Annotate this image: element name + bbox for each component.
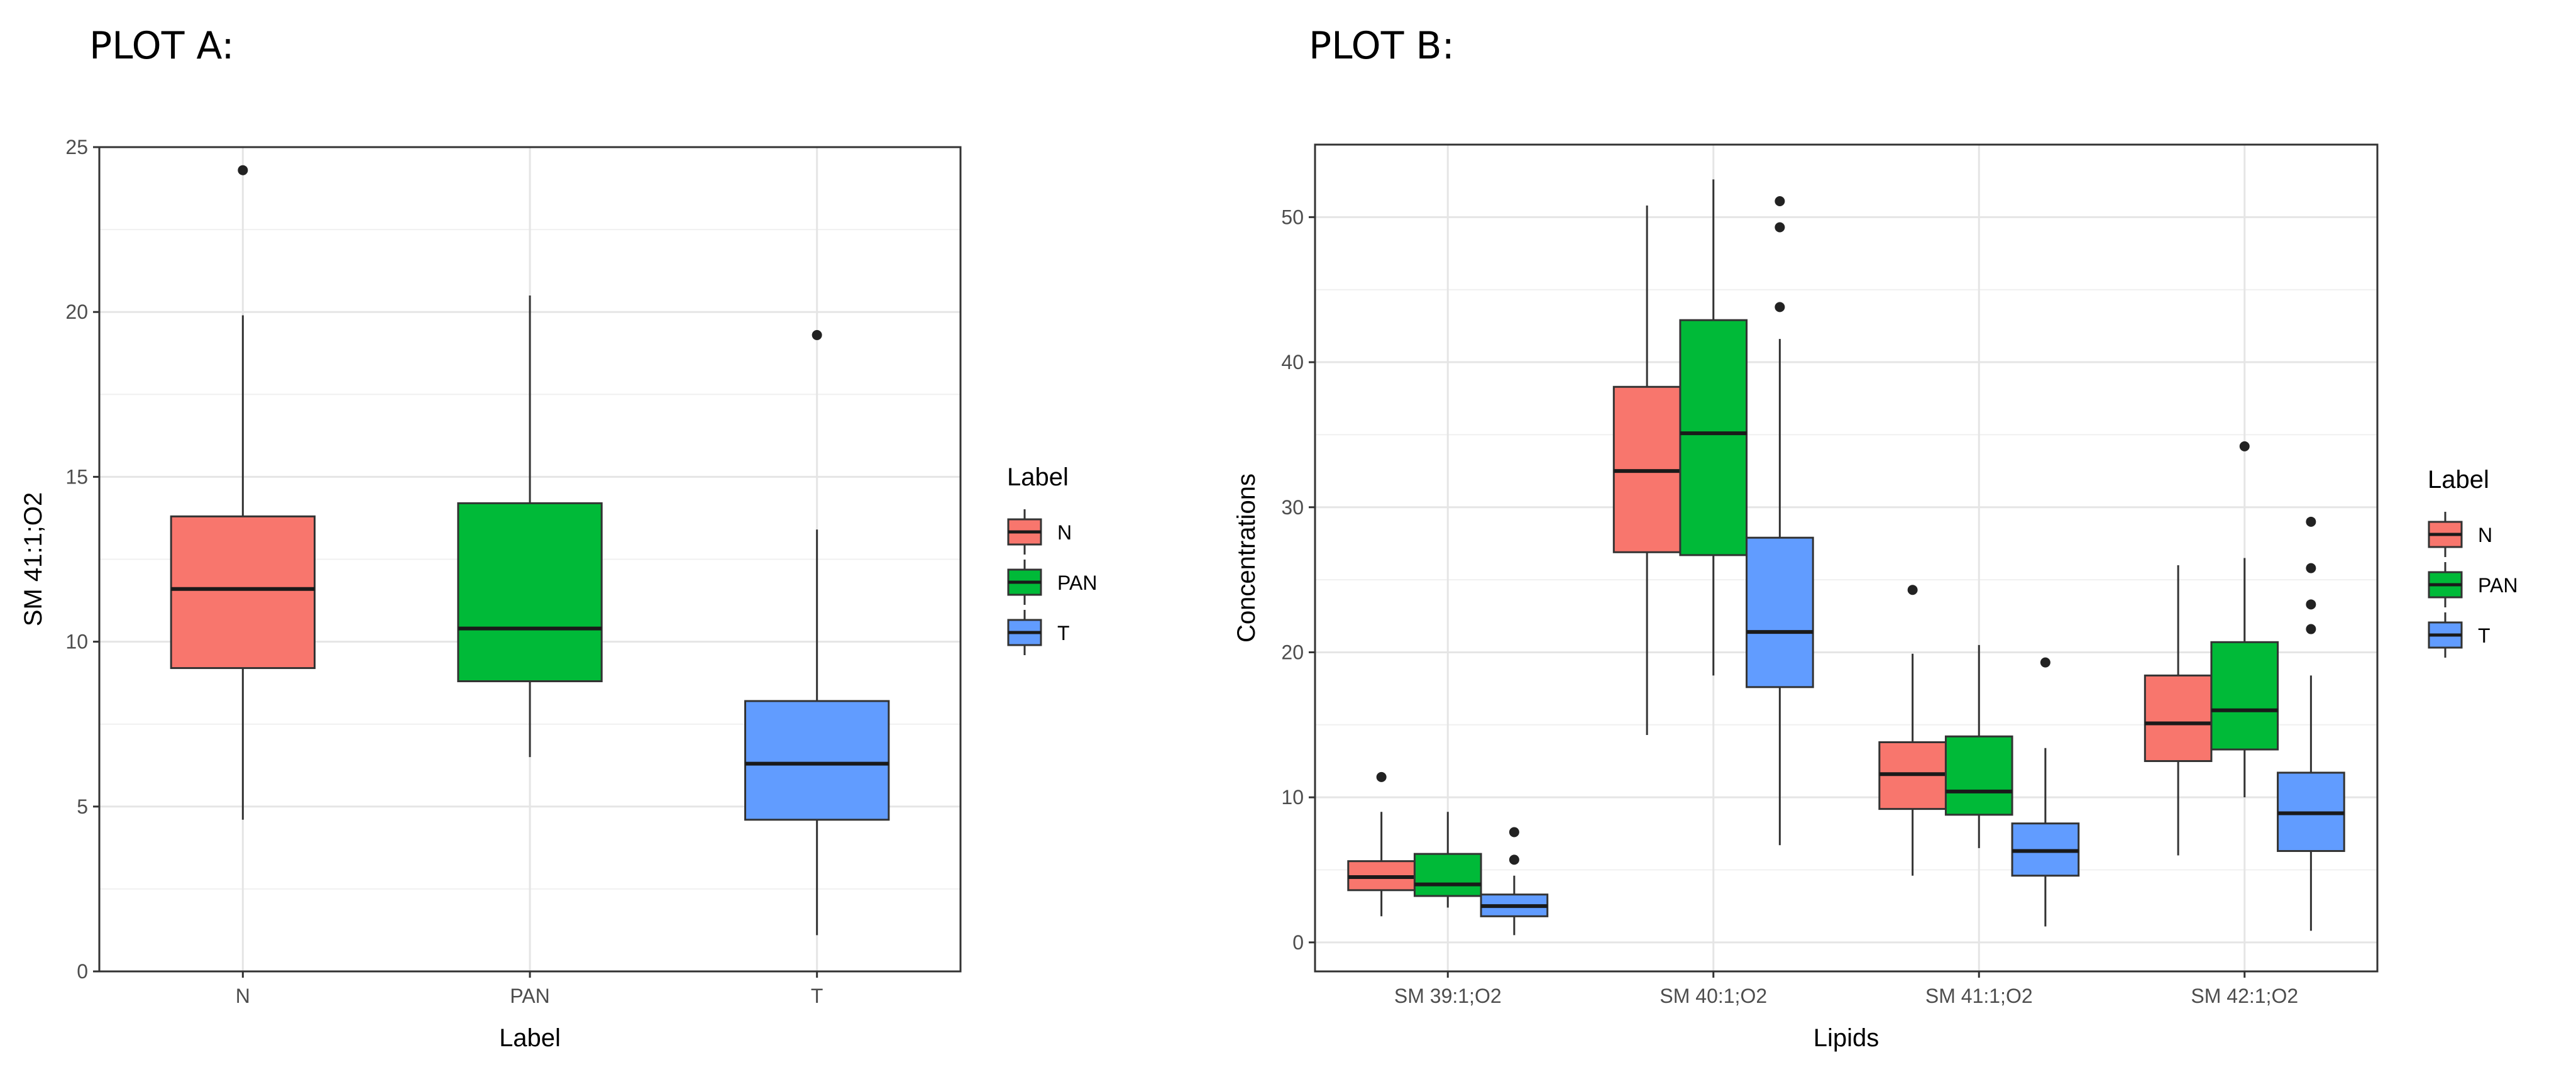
box-T-SM 39:1;O2 xyxy=(1480,827,1549,936)
y-tick-label: 40 xyxy=(1281,351,1304,373)
legend-title: Label xyxy=(2428,466,2489,494)
x-axis-title: Lipids xyxy=(1814,1024,1880,1052)
box-body xyxy=(2210,641,2279,751)
legend-label: T xyxy=(1057,622,1070,644)
legend-key-PAN xyxy=(2428,562,2463,607)
outlier-point xyxy=(2306,599,2316,610)
legend-key-PAN xyxy=(1007,560,1042,605)
y-tick-label: 0 xyxy=(1292,931,1304,954)
y-tick-label: 20 xyxy=(1281,641,1304,663)
box-body xyxy=(1679,319,1748,556)
legend-key-N xyxy=(2428,512,2463,557)
box-body xyxy=(170,515,316,670)
box-body xyxy=(1944,735,2013,816)
outlier-point xyxy=(1775,222,1785,233)
outlier-point xyxy=(1907,585,1918,595)
box-T-SM 40:1;O2 xyxy=(1746,196,1814,846)
box-T-SM 41:1;O2 xyxy=(2011,657,2080,927)
plot-a-title: PLOT A: xyxy=(89,24,234,68)
box-N-SM 39:1;O2 xyxy=(1347,771,1416,917)
x-tick-label: SM 39:1;O2 xyxy=(1394,985,1502,1007)
box-PAN-SM 41:1;O2 xyxy=(1944,644,2013,848)
x-axis-title: Label xyxy=(499,1024,561,1052)
outlier-point xyxy=(2306,563,2316,573)
plot-b-title: PLOT B: xyxy=(1309,24,1455,68)
outlier-point xyxy=(1775,196,1785,206)
y-tick-label: 20 xyxy=(65,301,88,323)
plot-panel xyxy=(1315,145,2377,971)
outlier-point xyxy=(1376,771,1387,782)
legend: Label N PAN T xyxy=(1007,463,1097,655)
y-axis-title: SM 41:1;O2 xyxy=(19,492,47,626)
outlier-point xyxy=(238,165,248,175)
legend-key-N xyxy=(1007,509,1042,555)
chart-1: 0 10 20 30 40 50 SM 39:1;O2 SM 40:1;O2 SM 41:1;O… xyxy=(1233,143,2518,1052)
legend-label: N xyxy=(2478,524,2492,546)
y-tick-label: 15 xyxy=(65,465,88,488)
box-PAN-PAN xyxy=(457,295,603,758)
y-tick-label: 0 xyxy=(77,960,88,983)
legend-label: PAN xyxy=(2478,574,2518,597)
legend: Label N PAN T xyxy=(2428,466,2518,658)
box-T-T xyxy=(744,329,890,936)
plot-border xyxy=(1314,143,2379,973)
x-tick-label: PAN xyxy=(510,985,549,1007)
legend-key-T xyxy=(1007,610,1042,655)
chart-0: 0 5 10 15 20 25 N PAN T Label SM 41:1;O2 Label N PAN T xyxy=(19,136,1097,1052)
plot-border xyxy=(98,146,962,973)
x-tick-label: SM 41:1;O2 xyxy=(1925,985,2033,1007)
y-tick-label: 10 xyxy=(1281,786,1304,809)
legend-key-T xyxy=(2428,612,2463,658)
legend-title: Label xyxy=(1007,463,1069,491)
y-tick-label: 25 xyxy=(65,136,88,158)
outlier-point xyxy=(2040,657,2050,668)
box-N-SM 40:1;O2 xyxy=(1612,205,1682,735)
x-tick-label: T xyxy=(811,985,823,1007)
box-PAN-SM 40:1;O2 xyxy=(1679,179,1748,676)
box-PAN-SM 39:1;O2 xyxy=(1413,812,1482,908)
box-body xyxy=(1746,536,1814,688)
y-tick-label: 10 xyxy=(65,631,88,653)
y-tick-label: 5 xyxy=(77,795,88,818)
outlier-point xyxy=(1509,854,1519,865)
box-body xyxy=(2144,674,2213,762)
y-tick-label: 50 xyxy=(1281,206,1304,228)
x-tick-label: N xyxy=(236,985,250,1007)
box-body xyxy=(744,700,890,821)
outlier-point xyxy=(1509,827,1519,837)
box-N-SM 42:1;O2 xyxy=(2144,565,2213,856)
y-axis-title: Concentrations xyxy=(1233,473,1260,643)
box-T-SM 42:1;O2 xyxy=(2277,516,2345,931)
legend-label: N xyxy=(1057,521,1072,544)
box-PAN-SM 42:1;O2 xyxy=(2210,441,2279,798)
legend-label: PAN xyxy=(1057,572,1097,594)
box-N-N xyxy=(170,165,316,820)
outlier-point xyxy=(2239,441,2250,451)
outlier-point xyxy=(1775,302,1785,312)
box-body xyxy=(1413,853,1482,897)
outlier-point xyxy=(2306,624,2316,634)
x-tick-label: SM 40:1;O2 xyxy=(1660,985,1767,1007)
box-N-SM 41:1;O2 xyxy=(1878,585,1947,876)
y-tick-label: 30 xyxy=(1281,496,1304,519)
legend-label: T xyxy=(2478,624,2491,647)
outlier-point xyxy=(2306,516,2316,527)
x-tick-label: SM 42:1;O2 xyxy=(2191,985,2298,1007)
outlier-point xyxy=(812,329,822,340)
box-body xyxy=(457,502,603,683)
